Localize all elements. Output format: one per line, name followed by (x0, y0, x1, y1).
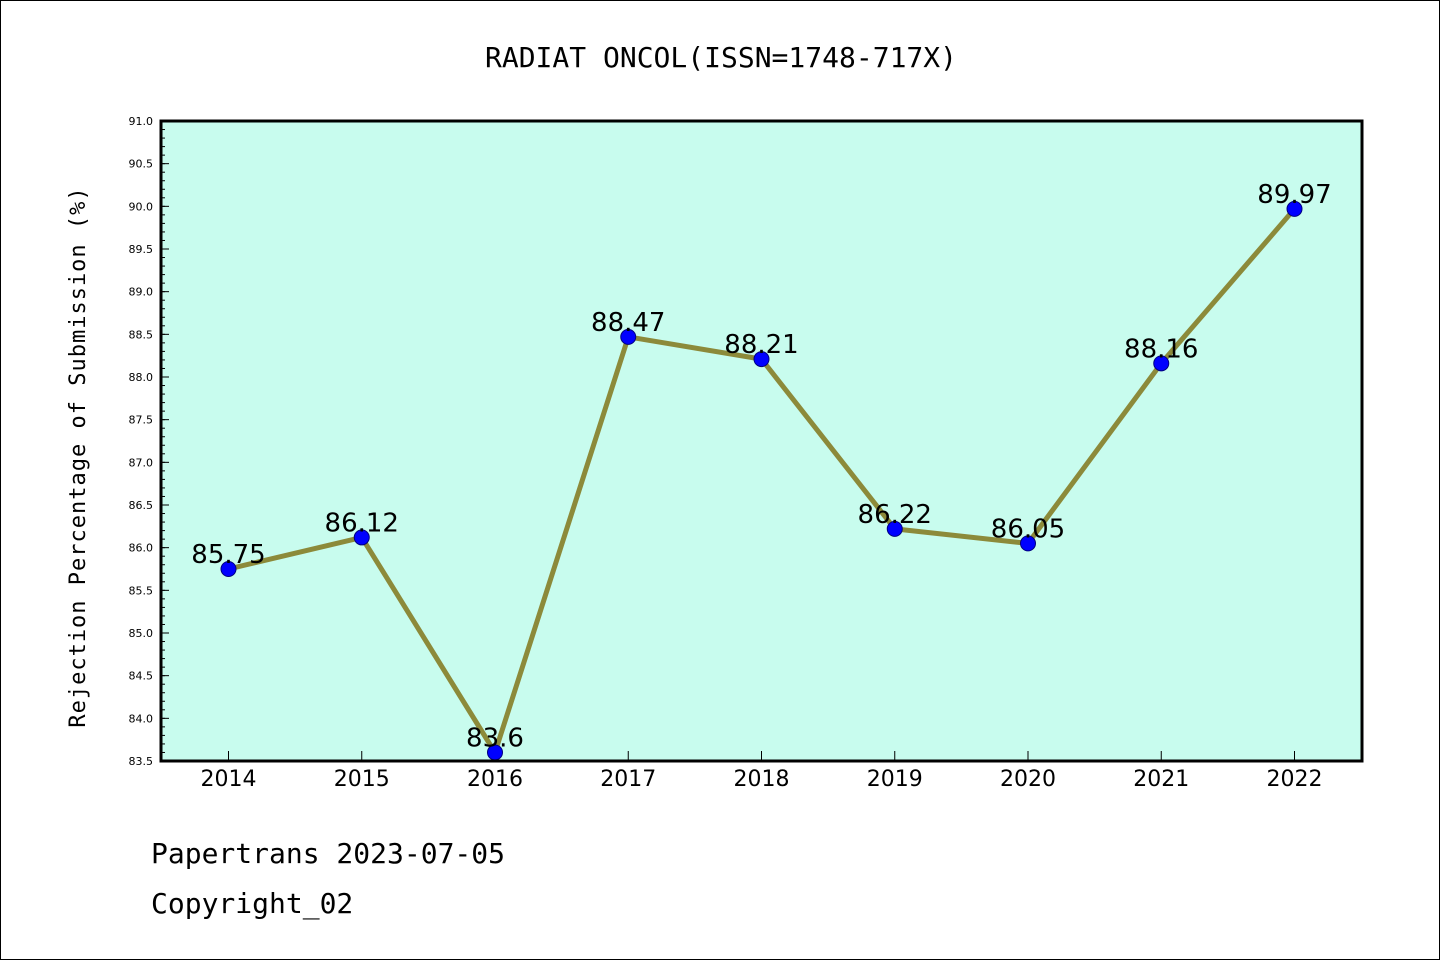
x-tick-label: 2015 (334, 767, 390, 792)
x-axis-ticks: 2014 2015 2016 2017 2018 2019 2020 2021 2022 (201, 751, 1323, 792)
data-point (753, 351, 770, 368)
data-label: 88.47 (591, 308, 665, 338)
x-tick-label: 2021 (1133, 767, 1189, 792)
y-axis-ticks: 83.5 84.0 84.5 85.0 85.5 86.0 86.5 87.0 87.5 88.0… (129, 115, 169, 768)
data-point (620, 328, 637, 345)
y-tick-label: 84.5 (129, 670, 154, 683)
y-axis-label: Rejection Percentage of Submission (%) (66, 186, 91, 727)
data-point (1020, 535, 1036, 552)
data-label: 86.05 (991, 514, 1065, 544)
footer-copyright: Copyright_02 (151, 887, 354, 920)
data-label: 88.21 (724, 330, 798, 360)
y-tick-label: 85.0 (129, 627, 154, 640)
plot-area (161, 121, 1362, 761)
y-tick-label: 91.0 (129, 115, 154, 128)
data-point (1286, 200, 1303, 217)
chart-title: RADIAT ONCOL(ISSN=1748-717X) (485, 41, 957, 74)
x-tick-label: 2016 (467, 767, 523, 792)
data-markers (220, 200, 1303, 761)
x-tick-label: 2017 (600, 767, 656, 792)
data-label: 88.16 (1124, 334, 1198, 364)
data-label: 85.75 (191, 540, 265, 570)
x-tick-label: 2020 (1000, 767, 1056, 792)
plot-border (159, 119, 1364, 763)
data-label: 89.97 (1257, 180, 1331, 210)
y-tick-label: 88.0 (129, 371, 154, 384)
y-tick-label: 87.5 (129, 414, 154, 427)
footer-date: Papertrans 2023-07-05 (151, 837, 506, 870)
data-point (1153, 355, 1170, 372)
data-point (886, 520, 903, 537)
y-tick-label: 84.0 (129, 712, 154, 725)
y-tick-label: 87.0 (129, 456, 154, 469)
y-tick-label: 85.5 (129, 584, 154, 597)
y-tick-label: 86.5 (129, 499, 154, 512)
y-tick-label: 86.0 (129, 542, 154, 555)
y-tick-label: 90.5 (129, 158, 154, 171)
x-tick-label: 2019 (867, 767, 923, 792)
x-tick-label: 2014 (201, 767, 257, 792)
data-label: 83.6 (466, 723, 524, 753)
y-tick-label: 89.0 (129, 286, 154, 299)
data-point (353, 529, 370, 546)
data-point (220, 561, 237, 577)
data-labels: 85.75 86.12 83.6 88.47 88.21 86.22 86.05 88.16 8… (191, 180, 1331, 754)
y-tick-label: 88.5 (129, 328, 154, 341)
data-label: 86.22 (858, 500, 932, 530)
y-tick-label: 83.5 (129, 755, 154, 768)
x-tick-label: 2018 (734, 767, 790, 792)
data-label: 86.12 (325, 508, 399, 538)
y-tick-label: 90.0 (129, 200, 154, 213)
x-tick-label: 2022 (1267, 767, 1323, 792)
y-tick-label: 89.5 (129, 243, 154, 256)
